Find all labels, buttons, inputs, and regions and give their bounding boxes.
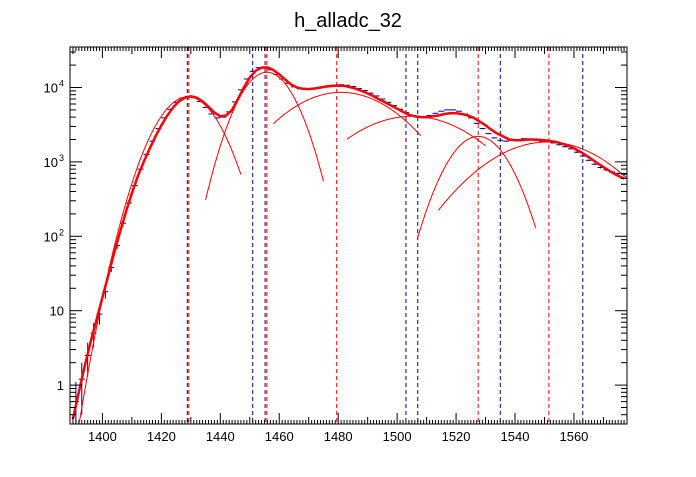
y-tick-exponent-3: 3 <box>59 153 64 163</box>
x-tick-label-7: 1540 <box>501 429 530 444</box>
plot-frame <box>69 46 628 425</box>
x-tick-label-1: 1420 <box>147 429 176 444</box>
x-tick-label-4: 1480 <box>324 429 353 444</box>
y-tick-exponent-2: 2 <box>59 227 64 237</box>
fit-component-5 <box>438 141 627 211</box>
x-tick-label-3: 1460 <box>265 429 294 444</box>
x-tick-label-2: 1440 <box>206 429 235 444</box>
x-tick-label-0: 1400 <box>88 429 117 444</box>
y-tick-label-2: 10 <box>44 229 58 244</box>
y-tick-label-0: 1 <box>57 378 64 393</box>
fit-component-2 <box>272 91 422 136</box>
x-tick-label-8: 1560 <box>559 429 588 444</box>
x-tick-label-5: 1500 <box>383 429 412 444</box>
y-tick-exponent-4: 4 <box>59 78 64 88</box>
fit-component-1 <box>205 71 324 201</box>
axes: 1400 1420 1440 1460 1480 1500 1520 1540 1560 1 10 1… <box>44 46 628 444</box>
y-tick-label-4: 10 <box>44 80 58 95</box>
y-tick-label-3: 10 <box>44 155 58 170</box>
fit-component-0 <box>72 96 242 424</box>
y-tick-label-1: 10 <box>50 304 64 319</box>
x-tick-label-6: 1520 <box>442 429 471 444</box>
fit-total-curve <box>71 66 625 420</box>
plot-area <box>71 47 627 424</box>
chart-title: h_alladc_32 <box>294 10 402 32</box>
fit-component-4 <box>417 135 537 238</box>
